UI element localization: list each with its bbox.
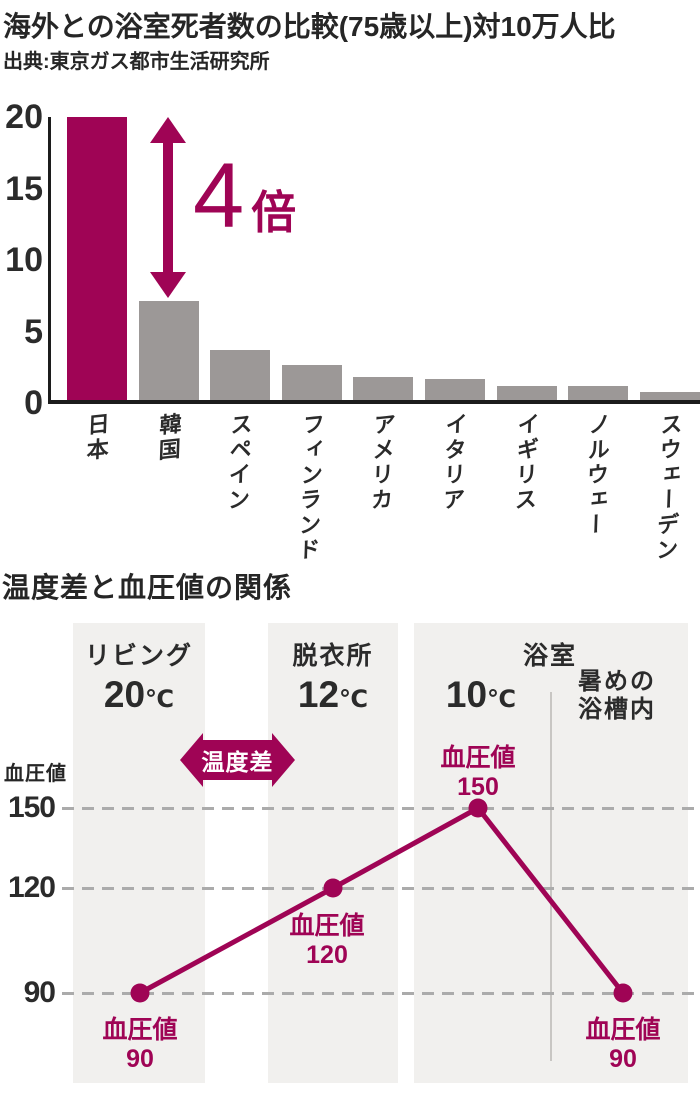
x-label-スウェーデン: スウェーデン (652, 411, 683, 565)
point-label-90: 血圧値 90 (102, 1016, 177, 1074)
four-times-double-arrow-icon (150, 117, 186, 298)
gridline-150 (62, 806, 700, 810)
y-tick-5: 5 (24, 312, 43, 351)
bp-tick-150: 150 (7, 791, 56, 824)
point-label-150: 血圧値 150 (440, 744, 515, 802)
four-times-annotation: 4 倍 (193, 145, 297, 248)
bar-ノルウェー (568, 385, 629, 400)
bathtub-divider-line (550, 692, 552, 1061)
x-label-イタリア: イタリア (439, 411, 469, 515)
arrow-body: 温度差 (201, 740, 274, 780)
x-label-イギリス: イギリス (511, 411, 540, 515)
y-tick-0: 0 (24, 384, 43, 422)
temp-value: 10 (445, 674, 488, 715)
sublabel-line2: 浴槽内 (578, 696, 656, 724)
x-label-日本: 日本 (83, 411, 111, 465)
arrow-shaft (163, 139, 173, 276)
bar-韓国 (138, 300, 199, 400)
point-label-120: 血圧値 120 (289, 912, 364, 970)
x-label-スペイン: スペイン (224, 411, 254, 515)
sublabel-line1: 暑めの (578, 668, 656, 695)
bar-chart-source: 出典:東京ガス都市生活研究所 (3, 51, 270, 73)
bar-chart-title: 海外との浴室死者数の比較(75歳以上)対10万人比 (3, 11, 616, 42)
point-label-name: 血圧値 (289, 912, 365, 940)
x-label-ノルウェー: ノルウェー (581, 411, 612, 540)
zone-label-living: リビング (84, 642, 194, 670)
x-label-アメリカ: アメリカ (367, 411, 397, 515)
bar-スペイン (210, 350, 271, 400)
temp-difference-arrow: 温度差 (180, 733, 295, 787)
x-label-フィンランド: フィンランド (294, 411, 325, 565)
point-label-90: 血圧値 90 (585, 1016, 660, 1074)
line-chart-title: 温度差と血圧値の関係 (2, 572, 293, 603)
bar-フィンランド (281, 364, 342, 400)
bp-axis-label: 血圧値 (4, 763, 67, 785)
y-tick-10: 10 (5, 241, 43, 279)
bar-イギリス (496, 385, 557, 400)
temp-difference-label: 温度差 (201, 749, 274, 775)
bar-イタリア (425, 379, 485, 400)
temp-unit: ℃ (145, 686, 175, 713)
arrow-head-up (150, 117, 186, 143)
gridline-90 (62, 991, 700, 995)
y-tick-20: 20 (5, 98, 43, 136)
y-axis-line (48, 117, 51, 404)
arrow-head-left (180, 733, 203, 787)
point-label-value: 90 (126, 1044, 154, 1073)
zone-temp-living: 20℃ (104, 674, 174, 716)
bp-tick-90: 90 (23, 976, 56, 1009)
point-label-value: 120 (306, 940, 348, 969)
zone-temp-bathroom: 10℃ (446, 674, 516, 716)
y-tick-15: 15 (5, 169, 43, 208)
zone-temp-dressing: 12℃ (298, 674, 368, 716)
zone-sublabel-bathtub: 暑めの 浴槽内 (578, 668, 656, 724)
zone-label-dressing: 脱衣所 (292, 642, 374, 670)
arrow-head-down (150, 272, 186, 298)
point-label-name: 血圧値 (102, 1016, 178, 1044)
zone-label-bathroom: 浴室 (522, 642, 578, 670)
gridline-120 (62, 886, 700, 890)
point-label-name: 血圧値 (585, 1016, 661, 1044)
temp-unit: ℃ (487, 686, 517, 713)
bar-アメリカ (353, 377, 414, 400)
point-label-value: 150 (457, 772, 499, 801)
arrow-head-right (272, 733, 295, 787)
bar-スウェーデン (639, 391, 700, 400)
point-label-value: 90 (609, 1044, 637, 1073)
point-label-name: 血圧値 (440, 744, 516, 772)
temp-value: 20 (103, 674, 146, 715)
temp-value: 12 (297, 674, 340, 715)
temp-unit: ℃ (339, 686, 369, 713)
annotation-number: 4 (193, 145, 245, 248)
x-label-韓国: 韓国 (154, 411, 182, 465)
x-axis-line (48, 400, 700, 404)
annotation-unit: 倍 (251, 187, 297, 238)
bp-tick-120: 120 (7, 871, 56, 904)
bar-日本 (67, 117, 127, 400)
